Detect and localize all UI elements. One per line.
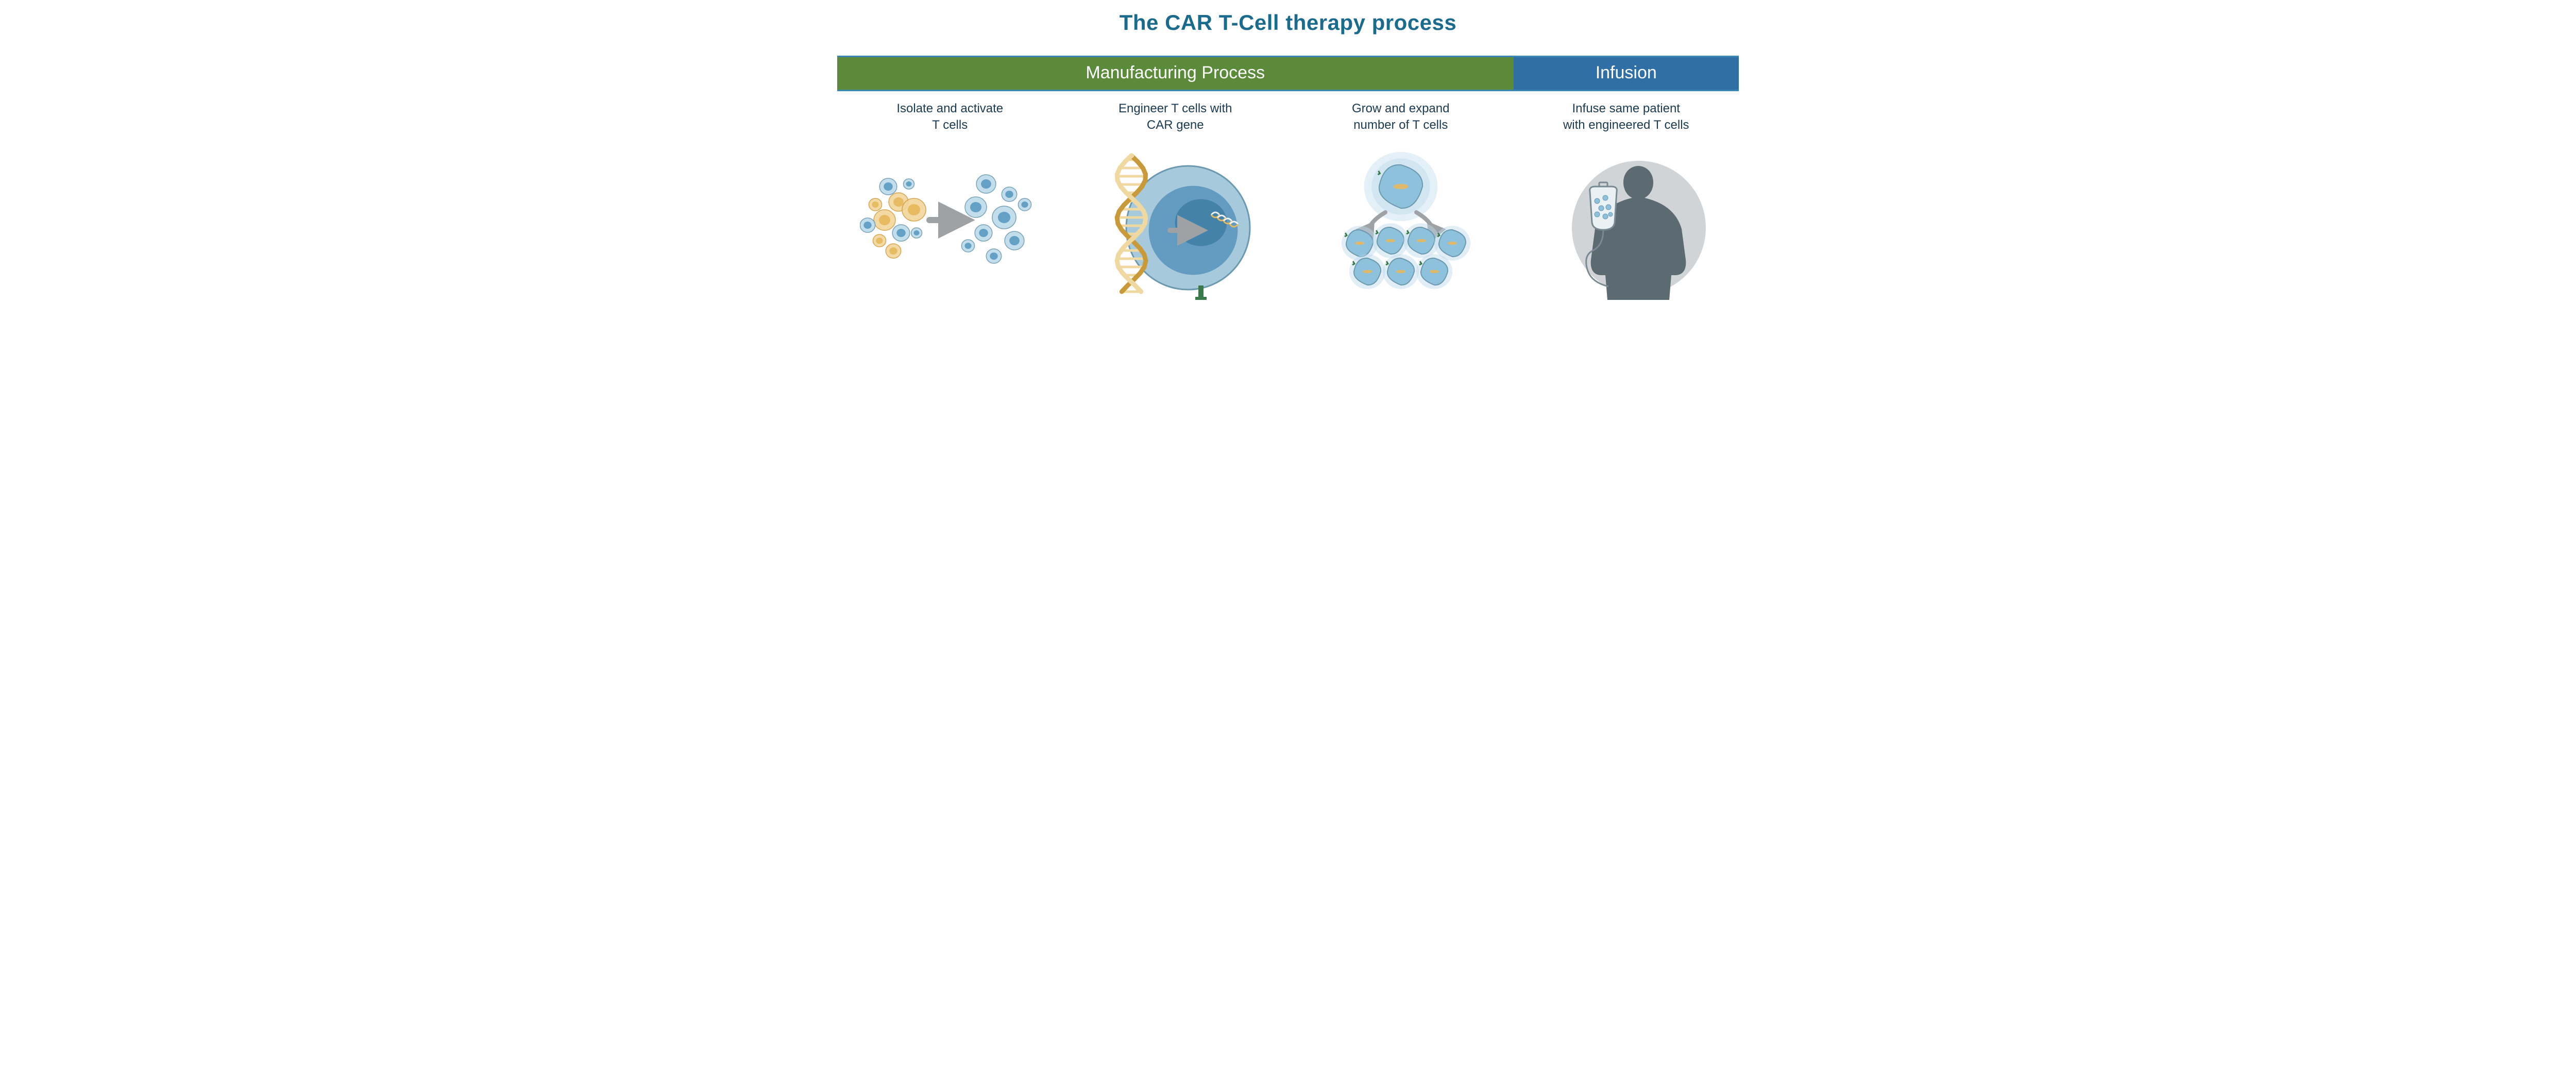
engineer-svg xyxy=(1085,145,1265,300)
isolate-svg xyxy=(860,156,1040,290)
step-isolate: Isolate and activate T cells xyxy=(837,100,1063,300)
step-engineer: Engineer T cells with CAR gene xyxy=(1063,100,1289,300)
step-label: Grow and expand number of T cells xyxy=(1352,100,1449,134)
step-label-line: Grow and expand xyxy=(1352,102,1449,115)
step-label-line: Isolate and activate xyxy=(896,102,1003,115)
step-label: Isolate and activate T cells xyxy=(896,100,1003,134)
step-label-line: T cells xyxy=(932,118,968,132)
expand-illustration xyxy=(1294,145,1507,300)
step-label-line: CAR gene xyxy=(1147,118,1204,132)
infuse-svg xyxy=(1536,145,1716,300)
step-label: Engineer T cells with CAR gene xyxy=(1118,100,1232,134)
page-title: The CAR T-Cell therapy process xyxy=(837,10,1739,35)
step-expand: Grow and expand number of T cells xyxy=(1288,100,1514,300)
infographic-root: The CAR T-Cell therapy process Manufactu… xyxy=(837,0,1739,321)
step-infuse: Infuse same patient with engineered T ce… xyxy=(1514,100,1739,300)
step-label-line: Engineer T cells with xyxy=(1118,102,1232,115)
step-label-line: with engineered T cells xyxy=(1563,118,1689,132)
band-manufacturing: Manufacturing Process xyxy=(837,57,1514,90)
isolate-illustration xyxy=(843,145,1057,300)
engineer-illustration xyxy=(1069,145,1282,300)
steps-row: Isolate and activate T cells Engineer T … xyxy=(837,91,1739,300)
expand-svg xyxy=(1311,150,1491,295)
step-label: Infuse same patient with engineered T ce… xyxy=(1563,100,1689,134)
step-label-line: number of T cells xyxy=(1353,118,1448,132)
step-label-line: Infuse same patient xyxy=(1572,102,1680,115)
infuse-illustration xyxy=(1520,145,1733,300)
section-band: Manufacturing Process Infusion xyxy=(837,56,1739,91)
band-infusion: Infusion xyxy=(1514,57,1739,90)
